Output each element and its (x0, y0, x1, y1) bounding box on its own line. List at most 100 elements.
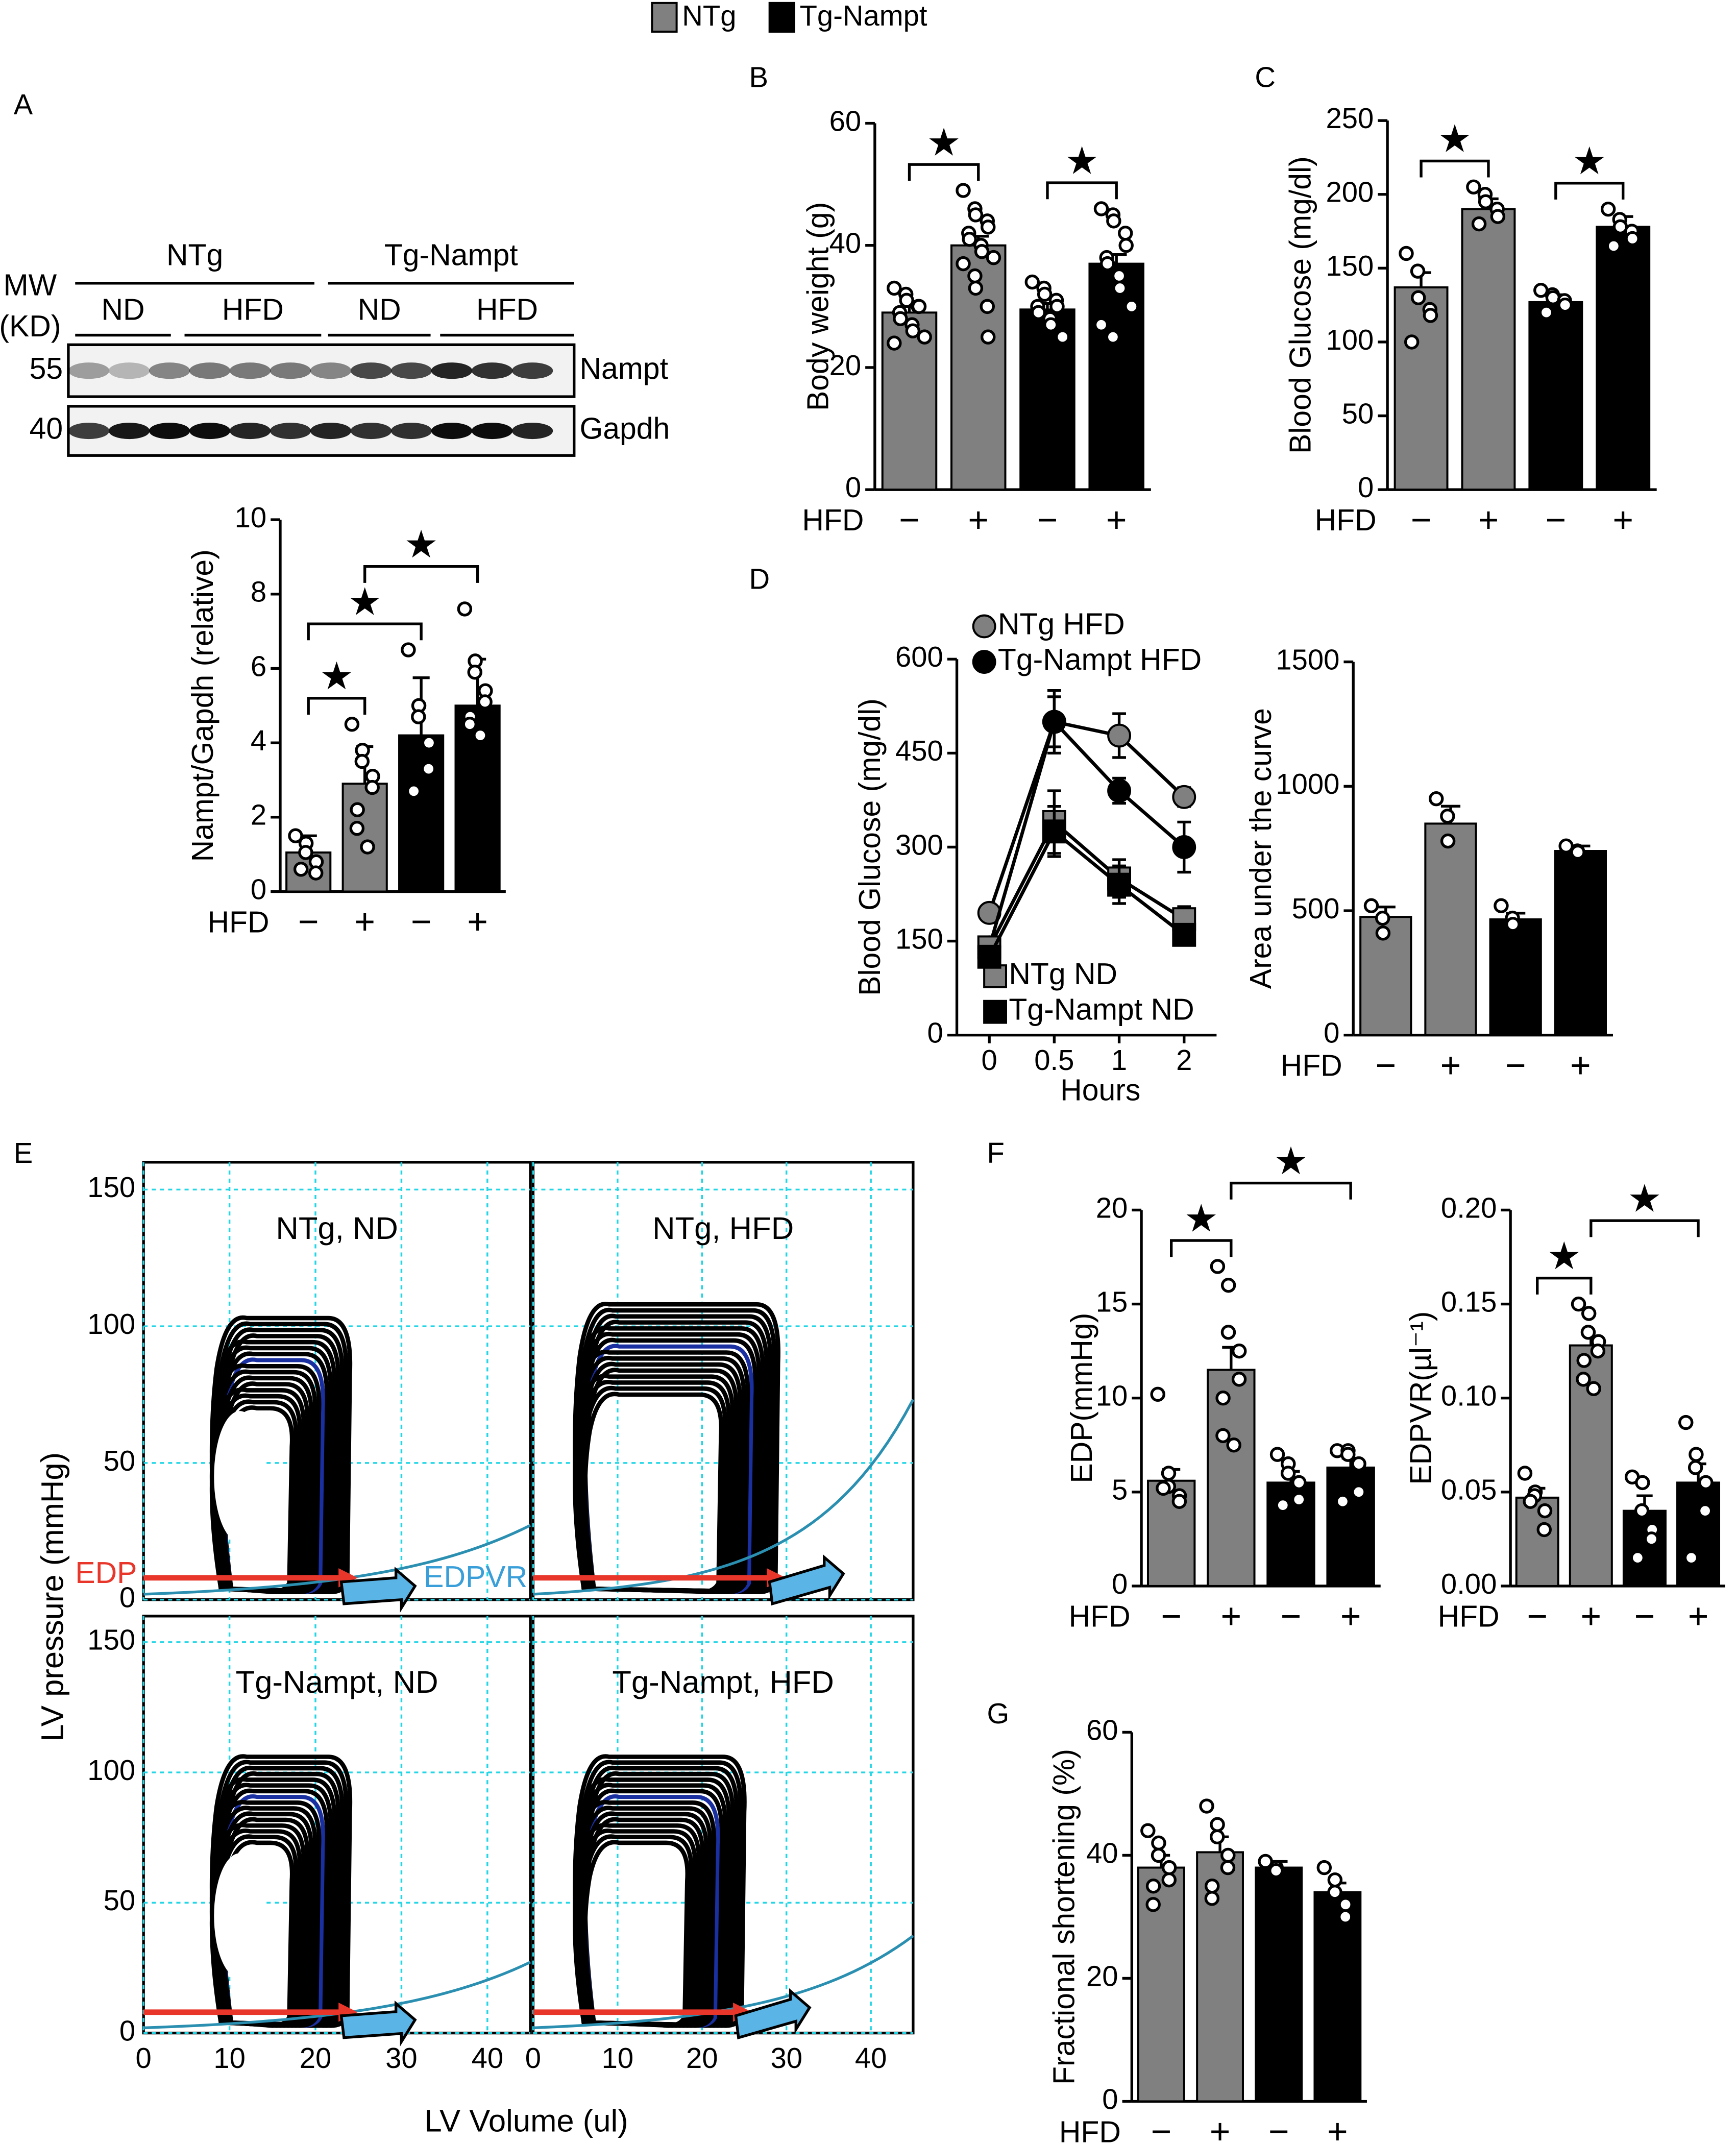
x-tick-label: − (298, 902, 319, 941)
panel-title: NTg, ND (276, 1211, 398, 1246)
data-point (1231, 1372, 1247, 1387)
legend-label: Tg-Nampt ND (1009, 993, 1194, 1027)
legend-label: Tg-Nampt HFD (998, 643, 1202, 676)
blot-band (390, 362, 432, 379)
y-tick-label: 100 (87, 1754, 135, 1786)
data-point (1363, 898, 1379, 913)
significance-star: ★ (404, 523, 438, 566)
bar (1424, 822, 1477, 1036)
x-axis-title: LV Volume (ul) (424, 2104, 628, 2139)
x-tick-label: 20 (300, 2042, 332, 2074)
bar (1596, 226, 1651, 491)
pv-loop (576, 1380, 731, 1594)
y-tick-label: 10 (235, 501, 267, 533)
y-tick-label: 0.00 (1441, 1568, 1497, 1600)
diet-label: ND (101, 294, 144, 327)
data-point (986, 250, 1001, 265)
x-tick-label: − (1268, 2111, 1289, 2144)
data-point (1351, 1456, 1366, 1472)
bar (1137, 1866, 1185, 2103)
data-point (1107, 872, 1132, 897)
data-point (893, 311, 908, 326)
x-axis-title: HFD (1069, 1600, 1131, 1634)
data-point (1111, 268, 1127, 284)
blot-band (108, 362, 150, 379)
bar (1622, 1509, 1667, 1587)
data-point (1161, 1872, 1177, 1888)
x-axis-title: HFD (1059, 2115, 1121, 2144)
data-point (1576, 1372, 1591, 1387)
panel-label: G (987, 1697, 1009, 1729)
data-point (1106, 213, 1121, 229)
data-point (1099, 256, 1115, 272)
y-axis-title: Nampt/Gapdh (relative) (186, 549, 219, 862)
data-point (962, 232, 977, 247)
significance-star: ★ (927, 121, 961, 164)
pv-loop (573, 1822, 701, 2028)
y-tick-label: 50 (104, 1445, 136, 1477)
x-tick-label: + (1106, 500, 1127, 540)
y-tick-label: 0 (1324, 1017, 1339, 1049)
bar (1266, 1481, 1315, 1587)
panel-label: D (749, 563, 770, 595)
bar (1461, 208, 1516, 491)
y-tick-label: 60 (1086, 1714, 1118, 1746)
data-point (1494, 898, 1509, 913)
significance-bracket (1554, 182, 1625, 200)
legend-label: NTg HFD (998, 608, 1125, 641)
significance-bracket (1046, 181, 1118, 200)
significance-bracket (1590, 1219, 1700, 1237)
edpvr-arrow (734, 1988, 812, 2040)
data-point (1630, 1550, 1646, 1566)
y-tick-label: 0 (119, 1581, 135, 1614)
data-point (1505, 917, 1521, 932)
data-point (349, 820, 365, 836)
data-point (1410, 263, 1426, 279)
y-tick-label: 0 (845, 471, 861, 503)
edpvr-curve (533, 1399, 915, 1596)
x-tick-label: + (1210, 2111, 1231, 2144)
legend-label: NTg (682, 0, 736, 32)
data-point (1635, 1475, 1650, 1491)
group-label: NTg (166, 239, 223, 272)
series-line (988, 819, 1185, 948)
data-point (1634, 1503, 1650, 1519)
data-point (968, 280, 984, 296)
pv-loop (576, 1829, 697, 2028)
bar (1676, 1481, 1721, 1587)
data-point (1124, 299, 1139, 314)
data-point (956, 183, 971, 198)
data-point (1220, 1847, 1236, 1863)
significance-bracket (1169, 1239, 1233, 1257)
band-label: Nampt (579, 352, 668, 385)
significance-bracket (1230, 1181, 1352, 1200)
x-tick-label: 20 (686, 2042, 718, 2074)
data-point (406, 784, 422, 799)
data-point (1557, 297, 1573, 313)
pv-loop-hole (214, 1411, 266, 1543)
blot-band (149, 422, 190, 440)
data-point (1410, 290, 1426, 305)
data-point (1678, 1415, 1694, 1430)
data-point (981, 220, 996, 235)
significance-star: ★ (1547, 1234, 1581, 1277)
y-tick-label: 2 (251, 799, 266, 831)
blot-band (511, 422, 553, 440)
y-axis-title: Fractional shortening (%) (1047, 1749, 1081, 2085)
y-axis-title: LV pressure (mmHg) (35, 1452, 70, 1742)
data-point (981, 329, 996, 345)
blot-band (310, 422, 352, 440)
significance-star: ★ (348, 580, 382, 623)
data-point (354, 753, 370, 769)
bar (1313, 1891, 1362, 2103)
blot-band (108, 422, 150, 440)
blot-band (431, 422, 473, 440)
x-tick-label: 0.5 (1034, 1044, 1074, 1076)
x-tick-label: 0 (136, 2042, 152, 2074)
x-tick-label: − (1505, 1045, 1526, 1085)
y-tick-label: 40 (1086, 1837, 1118, 1869)
diet-label: HFD (476, 294, 538, 327)
data-point (1697, 1503, 1713, 1519)
group-label: Tg-Nampt (384, 239, 518, 272)
series-line (987, 718, 1185, 948)
